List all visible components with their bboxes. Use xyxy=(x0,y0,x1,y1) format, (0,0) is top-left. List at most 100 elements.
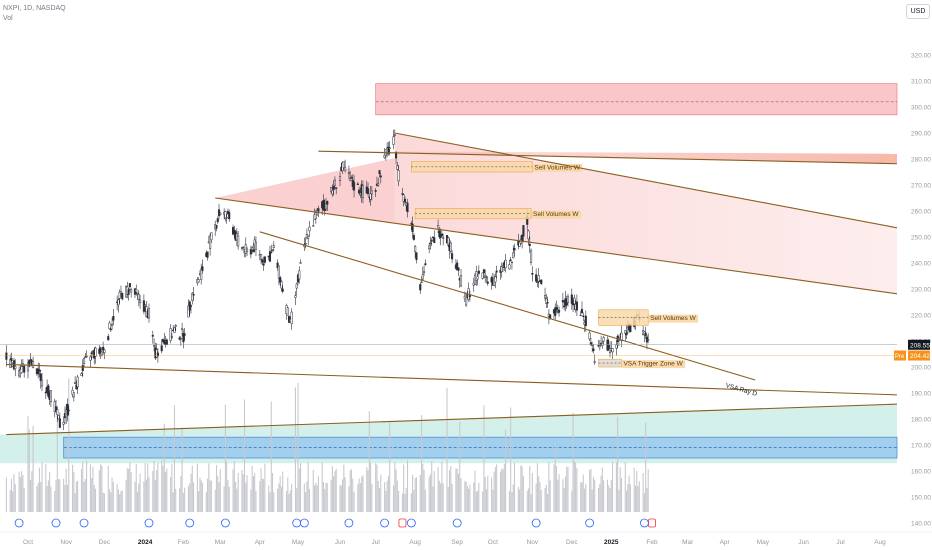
candle-body xyxy=(183,333,186,336)
volume-bar xyxy=(353,491,355,512)
candle-body xyxy=(433,237,436,243)
volume-bar xyxy=(21,471,23,512)
candle-body xyxy=(424,263,427,266)
volume-bar xyxy=(555,465,558,512)
event-marker-icon[interactable] xyxy=(299,518,309,528)
event-marker-icon[interactable] xyxy=(14,518,24,528)
volume-bar xyxy=(492,489,494,512)
volume-bar xyxy=(246,475,248,512)
volume-bar xyxy=(601,467,603,512)
event-marker-icon[interactable] xyxy=(406,518,416,528)
event-marker-icon[interactable] xyxy=(344,518,354,528)
volume-bar xyxy=(9,490,11,512)
event-marker-icon[interactable] xyxy=(585,518,595,528)
volume-bar xyxy=(576,468,578,512)
volume-bar xyxy=(447,486,449,512)
price-tick-label: 160.00 xyxy=(911,469,931,476)
candle-body xyxy=(546,302,549,304)
candle-body xyxy=(94,347,97,357)
volume-bar xyxy=(618,489,620,512)
event-marker-icon[interactable] xyxy=(220,518,230,528)
volume-bar xyxy=(597,487,600,512)
candle-body xyxy=(29,359,32,361)
volume-bar xyxy=(14,484,16,512)
event-marker-icon[interactable] xyxy=(639,518,649,528)
volume-bar xyxy=(633,467,635,512)
volume-bar xyxy=(437,466,439,512)
candle-body xyxy=(601,342,604,346)
candle-body xyxy=(393,134,396,136)
trendline-5[interactable] xyxy=(6,363,898,396)
candle-body xyxy=(366,188,370,195)
volume-bar xyxy=(484,476,486,512)
volume-bar xyxy=(441,461,443,512)
candle-body xyxy=(414,246,417,252)
time-tick-label: Jul xyxy=(836,539,845,546)
event-marker-icon[interactable] xyxy=(452,518,462,528)
volume-bar xyxy=(68,378,70,512)
candle-body xyxy=(225,216,228,219)
volume-bar xyxy=(242,474,244,512)
event-marker-icon[interactable] xyxy=(144,518,154,528)
currency-button[interactable]: USD xyxy=(906,4,930,19)
volume-bar xyxy=(237,472,239,512)
price-tick-label: 310.00 xyxy=(911,79,931,86)
candle-body xyxy=(82,358,86,364)
event-marker-icon[interactable] xyxy=(380,518,389,528)
volume-bar xyxy=(620,478,623,512)
candle-body xyxy=(136,292,139,295)
candle-body xyxy=(387,146,390,154)
candle-body xyxy=(224,211,227,220)
candle-body xyxy=(304,243,307,245)
candle-body xyxy=(89,356,92,361)
candle-body xyxy=(135,289,138,293)
time-tick-label: Dec xyxy=(566,539,578,546)
volume-bar xyxy=(270,401,272,512)
candle-body xyxy=(510,261,513,264)
volume-bar xyxy=(161,460,163,512)
candle-body xyxy=(130,289,133,293)
candle-body xyxy=(109,328,112,331)
volume-bar xyxy=(145,479,147,512)
volume-bar xyxy=(619,467,621,512)
trendline-1[interactable] xyxy=(394,132,898,229)
volume-bar xyxy=(610,480,612,512)
event-marker-icon[interactable] xyxy=(79,518,89,528)
volume-bar xyxy=(357,484,359,512)
sell-wedge-left-fill xyxy=(215,158,395,224)
volume-bar xyxy=(527,488,530,512)
time-tick-label: Feb xyxy=(646,539,658,546)
volume-bar xyxy=(305,491,307,512)
volume-bar xyxy=(243,399,246,512)
sell-volume-box-1-label-bg xyxy=(532,163,583,172)
candle-body xyxy=(379,175,382,178)
trendline-2[interactable] xyxy=(318,150,898,165)
candle-body xyxy=(216,218,219,223)
volume-bar xyxy=(571,490,573,512)
candle-body xyxy=(333,179,336,186)
volume-bar xyxy=(306,481,308,512)
candle-body xyxy=(475,271,478,281)
candle-body xyxy=(308,226,311,232)
time-tick-label: Apr xyxy=(720,539,731,546)
candle-body xyxy=(80,373,83,376)
candle-body xyxy=(305,233,308,238)
earnings-marker-icon[interactable] xyxy=(398,518,407,528)
volume-bar xyxy=(200,480,202,512)
earnings-marker-icon[interactable] xyxy=(648,518,656,528)
event-marker-icon[interactable] xyxy=(51,518,61,528)
trendline-6[interactable] xyxy=(6,403,898,436)
volume-bar xyxy=(56,415,58,512)
volume-bar xyxy=(362,475,364,512)
candle-body xyxy=(56,409,59,416)
trendline-3[interactable] xyxy=(215,197,898,295)
event-marker-icon[interactable] xyxy=(531,518,541,528)
volume-bar xyxy=(567,466,569,512)
volume-bar xyxy=(82,461,84,512)
volume-bar xyxy=(385,490,387,512)
candle-body xyxy=(108,322,111,330)
volume-bar xyxy=(609,488,611,512)
event-marker-icon[interactable] xyxy=(292,518,302,528)
event-marker-icon[interactable] xyxy=(185,518,195,528)
